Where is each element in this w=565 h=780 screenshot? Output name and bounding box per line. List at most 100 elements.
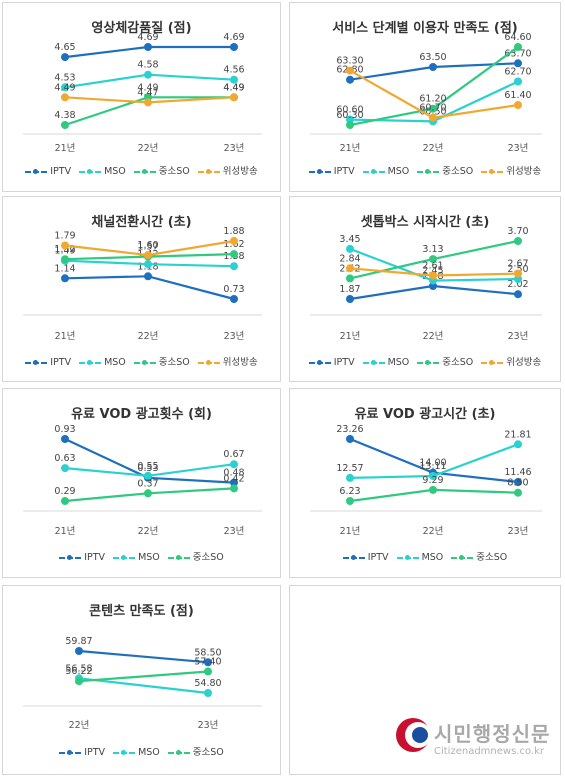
data-label: 1.49 (54, 246, 75, 257)
x-tick-label: 23년 (508, 143, 529, 154)
data-label: 23.26 (336, 424, 363, 435)
data-point (204, 667, 212, 676)
legend-label: MSO (421, 552, 444, 563)
legend-item: MSO (79, 357, 126, 368)
legend-swatch (308, 168, 331, 174)
data-point (514, 488, 522, 497)
data-point (346, 66, 354, 75)
chart-panel-5: 유료 VOD 광고시간 (초) 21년 22년 23년 23.26 14.00 11.46… (289, 388, 561, 578)
data-point (230, 484, 238, 493)
data-point (346, 75, 354, 84)
data-point (61, 255, 69, 264)
legend: IPTV MSO 중소SO (290, 549, 560, 563)
data-point (346, 274, 354, 283)
legend: IPTV MSO 중소SO 위성방송 (3, 163, 280, 177)
data-point (429, 271, 437, 280)
legend: IPTV MSO 중소SO (3, 549, 280, 563)
legend-label: IPTV (50, 357, 72, 368)
chart-panel-6: 콘텐츠 만족도 (점) 22년 23년 59.87 58.50 56.58 54.80 56… (2, 585, 281, 775)
data-label: 4.58 (137, 60, 158, 71)
series-line (78, 649, 209, 664)
x-tick-label: 22년 (138, 143, 159, 154)
data-label: 0.55 (137, 461, 158, 472)
legend-label: 중소SO (158, 166, 190, 177)
watermark-title: 시민행정신문 (434, 722, 551, 746)
legend-item: 위성방송 (197, 354, 258, 368)
data-label: 0.29 (54, 486, 75, 497)
legend-item: IPTV (25, 357, 71, 368)
data-point (230, 478, 238, 487)
data-label: 57.40 (194, 657, 221, 668)
data-point (61, 274, 69, 283)
chart-plot: 21년 22년 23년 23.26 14.00 11.46 12.57 13.11 21.81 6… (310, 424, 542, 537)
data-label: 3.13 (422, 244, 443, 255)
data-label: 1.88 (223, 226, 244, 237)
legend-item: IPTV (308, 357, 355, 368)
data-point (144, 471, 152, 480)
legend-swatch (417, 359, 440, 365)
legend-label: MSO (387, 357, 410, 368)
legend-swatch (396, 554, 419, 560)
legend-swatch (167, 749, 190, 755)
legend-label: 중소SO (192, 747, 224, 758)
x-tick-label: 21년 (55, 143, 76, 154)
data-point (144, 98, 152, 107)
data-label: 4.69 (223, 32, 244, 43)
legend-swatch (59, 749, 82, 755)
legend-label: 중소SO (158, 357, 190, 368)
legend-item: 위성방송 (481, 163, 541, 177)
legend-swatch (167, 554, 190, 560)
data-point (514, 290, 522, 299)
legend-swatch (59, 554, 82, 560)
data-label: 4.38 (54, 110, 75, 121)
data-point (61, 497, 69, 505)
data-label: 21.81 (504, 429, 531, 440)
legend-swatch (79, 359, 102, 365)
data-label: 0.93 (54, 424, 75, 435)
chart-title: 셋톱박스 시작시간 (초) (360, 215, 490, 230)
legend-swatch (362, 168, 385, 174)
data-label: 0.73 (223, 284, 244, 295)
series-line (78, 670, 209, 683)
data-point (346, 295, 354, 303)
data-point (230, 250, 238, 259)
data-label: 3.70 (507, 226, 528, 237)
chart-title: 콘텐츠 만족도 (점) (89, 604, 194, 619)
data-label: 2.67 (507, 259, 528, 270)
data-point (346, 497, 354, 505)
data-label: 60.60 (336, 105, 363, 116)
legend-swatch (79, 168, 102, 174)
x-tick-label: 21년 (340, 526, 361, 537)
data-label: 12.57 (336, 463, 363, 474)
data-label: 0.48 (223, 468, 244, 479)
x-tick-label: 22년 (138, 331, 159, 342)
data-point (61, 241, 69, 250)
data-label: 63.70 (504, 48, 531, 59)
chart-plot: 21년22년23년62.8063.5063.7060.6060.5062.706… (310, 32, 542, 154)
data-label: 62.70 (504, 67, 531, 78)
data-label: 64.60 (504, 32, 531, 43)
data-label: 1.79 (54, 231, 75, 242)
data-point (514, 440, 522, 449)
chart-panel-4: 유료 VOD 광고횟수 (회) 21년 22년 23년 0.93 0.53 0.48 0.6… (2, 388, 281, 578)
data-point (346, 244, 354, 253)
legend-swatch (362, 359, 385, 365)
data-point (204, 689, 212, 697)
data-point (346, 264, 354, 273)
data-point (61, 435, 69, 443)
data-point (61, 93, 69, 102)
data-label: 2.50 (507, 264, 528, 275)
data-point (230, 93, 238, 102)
data-point (144, 272, 152, 281)
legend-swatch (197, 168, 220, 174)
data-point (144, 260, 152, 269)
data-point (514, 269, 522, 278)
legend-swatch (133, 168, 156, 174)
data-point (61, 83, 69, 92)
data-label: 11.46 (504, 467, 531, 478)
data-label: 61.20 (419, 94, 446, 105)
data-label: 60.30 (336, 110, 363, 121)
data-label: 1.57 (137, 242, 158, 253)
data-point (514, 101, 522, 109)
